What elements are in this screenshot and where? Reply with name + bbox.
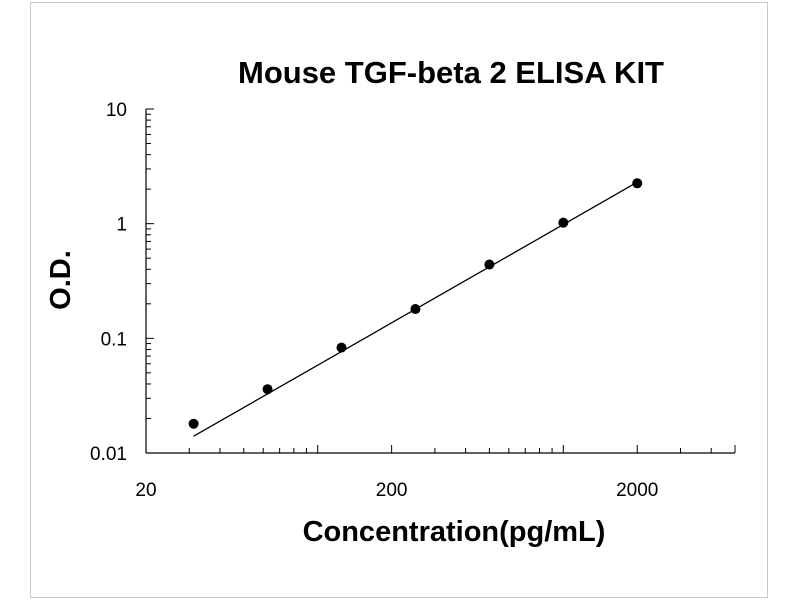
data-point — [484, 259, 495, 270]
y-tick-label: 0.1 — [101, 329, 127, 350]
data-point — [558, 217, 569, 228]
axes: 0.01 0.1 1 10 20 200 2000 — [90, 100, 736, 501]
data-point — [632, 178, 643, 189]
x-tick-label: 200 — [376, 480, 408, 501]
data-point — [336, 342, 347, 353]
data-point — [188, 418, 199, 429]
data-points — [188, 178, 643, 429]
y-tick-label: 0.01 — [90, 444, 127, 465]
chart-frame — [30, 2, 768, 598]
chart-title: Mouse TGF-beta 2 ELISA KIT — [238, 55, 664, 90]
y-axis-title: O.D. — [45, 250, 77, 310]
y-tick-label: 10 — [106, 100, 127, 121]
data-point — [262, 384, 273, 395]
x-axis-title: Concentration(pg/mL) — [303, 516, 606, 548]
y-tick-label: 1 — [116, 215, 127, 236]
data-point — [410, 304, 421, 315]
x-tick-label: 2000 — [616, 480, 658, 501]
x-tick-label: 20 — [135, 480, 156, 501]
